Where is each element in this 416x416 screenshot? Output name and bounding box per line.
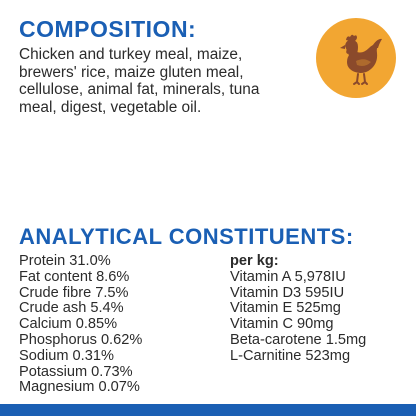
constituent-item: Crude fibre 7.5%	[19, 284, 129, 301]
composition-line: cellulose, animal fat, minerals, tuna	[19, 81, 260, 98]
analytical-left-column: Protein 31.0% Fat content 8.6% Crude fib…	[19, 253, 143, 396]
chicken-icon	[316, 18, 396, 98]
constituent-item: Phosphorus 0.62%	[19, 331, 143, 348]
constituent-item: Crude ash 5.4%	[19, 300, 124, 317]
constituent-item: Protein 31.0%	[19, 253, 111, 269]
vitamin-item: Vitamin D3 595IU	[230, 284, 345, 301]
analytical-title: ANALYTICAL CONSTITUENTS:	[19, 224, 354, 249]
analytical-right-column: per kg: Vitamin A 5,978IU Vitamin D3 595…	[230, 253, 367, 365]
composition-line: brewers' rice, maize gluten meal,	[19, 63, 244, 81]
constituent-item: Sodium 0.31%	[19, 347, 114, 364]
constituent-item: Potassium 0.73%	[19, 363, 133, 380]
chicken-icon-svg	[340, 34, 382, 85]
vitamin-item: Vitamin A 5,978IU	[230, 268, 346, 285]
per-kg-label: per kg:	[230, 253, 279, 269]
footer-bar	[0, 404, 416, 416]
vitamin-item: Beta-carotene 1.5mg	[230, 331, 367, 348]
composition-line: meal, digest, vegetable oil.	[19, 98, 202, 116]
composition-line: Chicken and turkey meal, maize,	[19, 46, 243, 63]
vitamin-item: L-Carnitine 523mg	[230, 347, 351, 364]
vitamin-item: Vitamin E 525mg	[230, 300, 341, 317]
constituent-item: Magnesium 0.07%	[19, 379, 140, 396]
composition-title: COMPOSITION:	[19, 16, 197, 42]
constituent-item: Calcium 0.85%	[19, 316, 118, 333]
constituent-item: Fat content 8.6%	[19, 268, 130, 285]
vitamin-item: Vitamin C 90mg	[230, 316, 334, 333]
composition-text: Chicken and turkey meal, maize, brewers'…	[19, 46, 309, 116]
